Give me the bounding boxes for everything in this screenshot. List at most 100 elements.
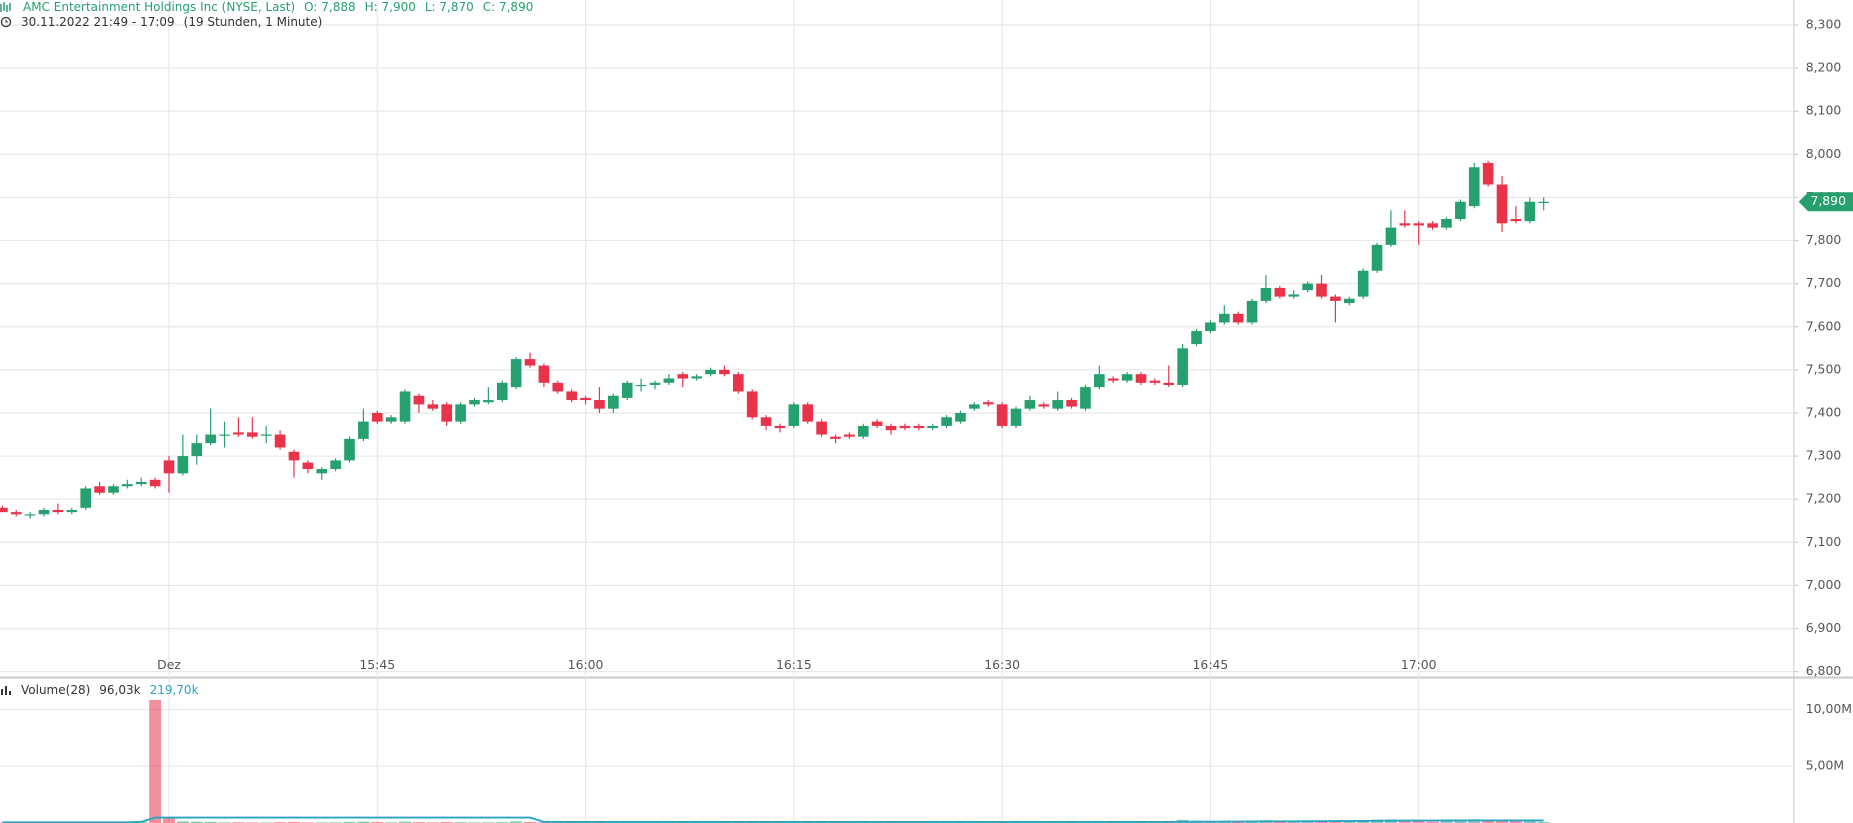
volume-tick-label: 5,00M bbox=[1806, 758, 1844, 773]
candle-body bbox=[1496, 184, 1508, 224]
candle-body bbox=[1302, 283, 1313, 291]
volume-bar bbox=[1412, 820, 1425, 823]
candle-body bbox=[1441, 218, 1452, 228]
candle-body bbox=[677, 374, 689, 379]
candle-body bbox=[260, 434, 272, 436]
y-tick-label: 7,400 bbox=[1806, 404, 1842, 419]
candle-body bbox=[302, 462, 314, 470]
header-line: AMC Entertainment Holdings Inc (NYSE, La… bbox=[0, 0, 533, 14]
volume-bar bbox=[399, 821, 411, 823]
candle-body bbox=[1316, 283, 1327, 297]
candle-body bbox=[483, 400, 494, 403]
candle-body bbox=[274, 434, 286, 448]
candle-body bbox=[538, 365, 550, 383]
candle-body bbox=[358, 421, 369, 439]
candle-body bbox=[524, 359, 536, 366]
y-tick-label: 7,600 bbox=[1806, 318, 1842, 333]
candle-body bbox=[552, 382, 564, 392]
volume-bar bbox=[149, 699, 162, 823]
candle-body bbox=[1024, 400, 1036, 409]
candle-body bbox=[10, 512, 22, 515]
y-tick-label: 6,800 bbox=[1806, 663, 1842, 678]
x-tick-label: 16:00 bbox=[568, 657, 604, 672]
candle-body bbox=[732, 374, 744, 392]
candle-body bbox=[608, 395, 619, 409]
clock-icon bbox=[0, 16, 12, 28]
candle-body bbox=[1232, 313, 1244, 323]
candle-body bbox=[399, 391, 411, 422]
volume-bar bbox=[1523, 820, 1536, 823]
candle-body bbox=[1218, 313, 1230, 323]
volume-bar bbox=[510, 821, 523, 823]
candle-body bbox=[0, 507, 8, 513]
candle-body bbox=[719, 369, 730, 375]
candle-body bbox=[52, 509, 64, 513]
candle-body bbox=[1274, 287, 1286, 297]
candle-body bbox=[80, 488, 91, 508]
candle-body bbox=[580, 397, 591, 401]
volume-bar bbox=[288, 821, 300, 823]
volume-ma-last: 219,70k bbox=[149, 683, 199, 697]
candle-body bbox=[691, 376, 702, 379]
candle-body bbox=[1510, 218, 1522, 222]
candle-body bbox=[885, 425, 897, 431]
candle-body bbox=[246, 432, 258, 437]
candle-body bbox=[413, 395, 425, 405]
ohlc-label: H: 7,900 bbox=[364, 0, 416, 14]
candle-body bbox=[1343, 298, 1355, 304]
volume-title: Volume(28) bbox=[21, 683, 91, 697]
candle-body bbox=[1413, 223, 1425, 226]
volume-bar bbox=[524, 821, 536, 823]
x-tick-label: 16:30 bbox=[984, 657, 1020, 672]
candle-body bbox=[1524, 201, 1536, 222]
y-tick-label: 8,200 bbox=[1806, 60, 1842, 75]
y-tick-label: 6,900 bbox=[1806, 620, 1842, 635]
y-tick-label: 8,300 bbox=[1806, 17, 1842, 32]
candle-body bbox=[66, 509, 78, 513]
y-tick-label: 7,500 bbox=[1806, 361, 1842, 376]
candle-body bbox=[1468, 167, 1480, 207]
candle-body bbox=[469, 400, 480, 405]
candle-body bbox=[441, 404, 453, 422]
candle-body bbox=[330, 460, 341, 470]
panel-separator bbox=[0, 676, 1853, 679]
candle-body bbox=[788, 404, 800, 426]
volume-bar bbox=[1426, 821, 1439, 823]
candle-body bbox=[746, 391, 758, 418]
volume-bar bbox=[1315, 821, 1328, 823]
candle-body bbox=[122, 484, 133, 487]
y-tick-label: 7,300 bbox=[1806, 448, 1842, 463]
volume-bar bbox=[176, 821, 189, 823]
volume-bar bbox=[1329, 821, 1342, 823]
volume-tick-label: 10,00M bbox=[1806, 701, 1852, 716]
candle-body bbox=[1427, 223, 1438, 228]
candle-body bbox=[94, 486, 105, 493]
volume-bar bbox=[1509, 821, 1522, 823]
interval: (19 Stunden, 1 Minute) bbox=[183, 15, 323, 29]
volume-icon bbox=[1, 686, 11, 695]
candle-body bbox=[1246, 300, 1258, 323]
candle-body bbox=[955, 412, 966, 422]
candle-body bbox=[1330, 296, 1341, 301]
candle-body bbox=[510, 359, 522, 388]
candle-body bbox=[1121, 374, 1133, 381]
volume-bar bbox=[1440, 821, 1453, 823]
volume-bar bbox=[1454, 820, 1467, 823]
candle-body bbox=[135, 481, 147, 485]
volume-bar bbox=[1273, 821, 1286, 823]
candle-body bbox=[1066, 400, 1077, 407]
candle-body bbox=[1482, 162, 1494, 185]
volume-last: 96,03k bbox=[99, 683, 141, 697]
candle-body bbox=[996, 404, 1008, 426]
candle-body bbox=[1149, 380, 1161, 383]
candle-body bbox=[844, 434, 855, 437]
candle-body bbox=[427, 404, 439, 409]
candle-body bbox=[1177, 348, 1188, 385]
candle-body bbox=[496, 382, 508, 401]
candle-body bbox=[663, 378, 675, 383]
volume-bar bbox=[357, 821, 370, 823]
volume-bar bbox=[1301, 821, 1314, 823]
candle-body bbox=[1135, 374, 1147, 383]
volume-bar bbox=[440, 821, 453, 823]
